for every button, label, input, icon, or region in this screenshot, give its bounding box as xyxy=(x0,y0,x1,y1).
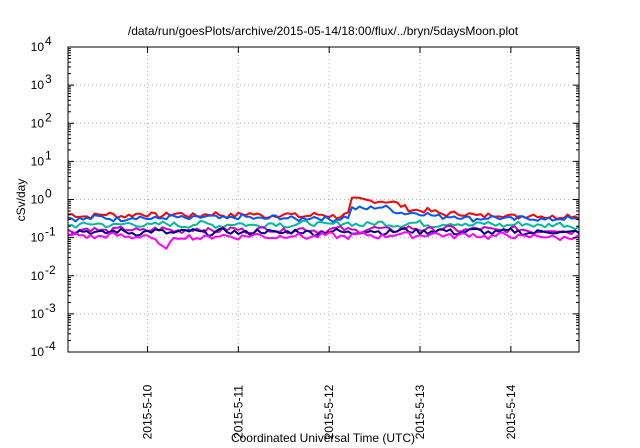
y-tick-label: 10 xyxy=(31,78,45,92)
y-tick-exponent: -2 xyxy=(45,263,56,277)
y-tick-label: 10 xyxy=(31,154,45,168)
x-tick-label: 2015-5-14 xyxy=(504,384,518,439)
series-line-3 xyxy=(67,219,580,231)
series-line-2 xyxy=(67,204,580,223)
grid xyxy=(68,47,579,352)
y-tick-exponent: 1 xyxy=(45,148,52,162)
y-tick-exponent: 0 xyxy=(45,187,52,201)
y-tick-label: 10 xyxy=(31,40,45,54)
y-tick-exponent: -1 xyxy=(45,225,56,239)
y-tick-exponent: -4 xyxy=(45,339,56,353)
y-tick-label: 10 xyxy=(31,193,45,207)
y-tick-label: 10 xyxy=(31,269,45,283)
x-tick-label: 2015-5-11 xyxy=(231,385,245,439)
series-layer xyxy=(67,196,580,250)
y-tick-exponent: 3 xyxy=(45,72,52,86)
series-line-5 xyxy=(67,227,580,237)
chart-title: /data/run/goesPlots/archive/2015-05-14/1… xyxy=(128,24,519,38)
x-tick-label: 2015-5-12 xyxy=(322,384,336,439)
series-line-1 xyxy=(67,196,580,220)
series-line-6 xyxy=(67,231,580,250)
x-tick-label: 2015-5-10 xyxy=(140,384,154,439)
y-tick-exponent: 2 xyxy=(45,110,52,124)
x-tick-label: 2015-5-13 xyxy=(413,384,427,439)
y-tick-label: 10 xyxy=(31,345,45,359)
y-tick-label: 10 xyxy=(31,231,45,245)
y-tick-exponent: -3 xyxy=(45,301,56,315)
y-tick-label: 10 xyxy=(31,307,45,321)
y-tick-exponent: 4 xyxy=(45,34,52,48)
x-axis-title: Coordinated Universal Time (UTC) xyxy=(231,431,415,445)
x-axis-ticks: 2015-5-10 2015-5-11 2015-5-12 2015-5-13 2015… xyxy=(140,47,518,439)
y-tick-label: 10 xyxy=(31,116,45,130)
y-axis-title: cSv/day xyxy=(14,179,28,222)
